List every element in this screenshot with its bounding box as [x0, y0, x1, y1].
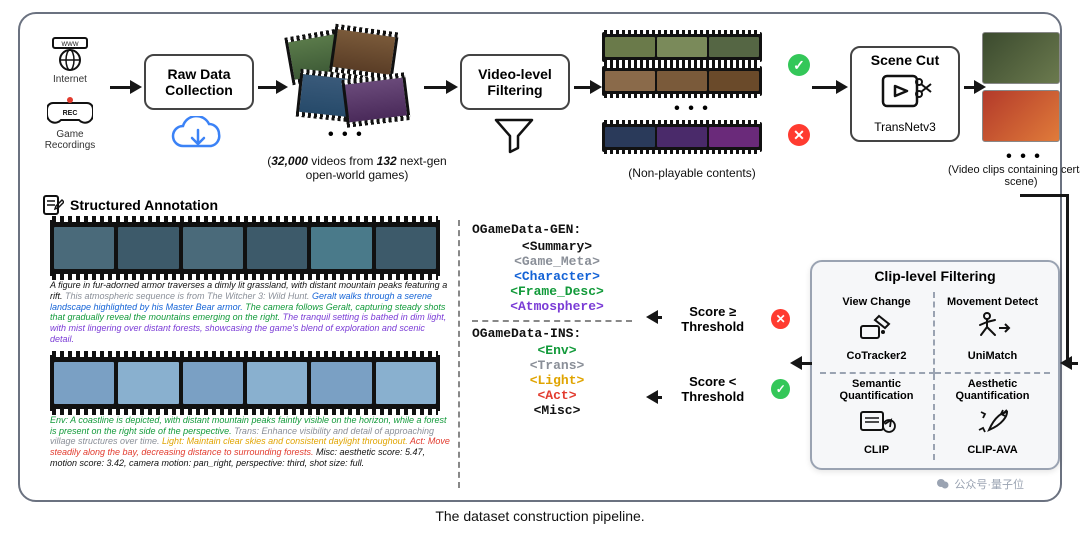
filmstrip-good-1	[602, 32, 762, 62]
clip-level-filtering-box: Clip-level Filtering View ChangeCoTracke…	[810, 260, 1060, 470]
schema-gen-header: OGameData-GEN:	[472, 222, 642, 237]
schema-column: OGameData-GEN: <Summary><Game_Meta><Char…	[472, 222, 642, 418]
gen-annotation-text: A figure in fur-adorned armor traverses …	[50, 280, 450, 345]
nonplayable-caption: (Non-playable contents)	[602, 166, 782, 180]
schema-tag: <Character>	[472, 269, 642, 284]
pipeline-frame: WWW Internet REC Game Recordings Raw Dat…	[18, 12, 1062, 502]
ins-annotation-text: Env: A coastline is depicted, with dista…	[50, 415, 450, 469]
cross-icon: ✕	[788, 124, 810, 146]
arrow-icon	[1060, 356, 1078, 370]
check-icon: ✓	[771, 379, 790, 399]
scene-cut-icon	[877, 68, 933, 116]
arrow-icon	[110, 80, 142, 94]
svg-text:REC: REC	[63, 110, 78, 117]
raw-data-collection-box: Raw Data Collection	[144, 54, 254, 110]
threshold-labels: Score ≥ Threshold ✕ Score < Threshold ✓	[660, 304, 790, 404]
ins-filmstrip	[50, 355, 440, 411]
vertical-divider	[458, 220, 460, 488]
connector	[1020, 194, 1069, 197]
raw-data-title: Raw Data Collection	[152, 66, 246, 98]
wechat-icon	[936, 477, 950, 491]
schema-tag: <Act>	[472, 388, 642, 403]
threshold-ge: Score ≥ Threshold	[660, 304, 765, 334]
filmstrip-bad	[602, 122, 762, 152]
gamepad-rec-icon: REC	[47, 93, 93, 127]
svg-text:WWW: WWW	[62, 42, 79, 48]
ellipsis: • • •	[602, 100, 782, 118]
filtered-examples: • • • ✓ ✕	[602, 32, 782, 162]
source-recordings: REC Game Recordings	[32, 93, 108, 151]
source-internet: WWW Internet	[32, 34, 108, 85]
clip-cell: Movement DetectUniMatch	[935, 292, 1050, 374]
clip-cell: Aesthetic QuantificationCLIP-AVA	[935, 374, 1050, 460]
recordings-label: Game Recordings	[45, 129, 96, 151]
clip-cell: Semantic QuantificationCLIP	[820, 374, 935, 460]
video-corpus-caption: (32,000 videos from 132 next-gen open-wo…	[262, 154, 452, 182]
arrow-icon	[812, 80, 848, 94]
clip-filter-title: Clip-level Filtering	[812, 268, 1058, 284]
arrow-icon	[790, 356, 812, 370]
arrow-icon	[574, 80, 602, 94]
schema-tag: <Game_Meta>	[472, 254, 642, 269]
clip-cell: View ChangeCoTracker2	[820, 292, 935, 374]
cross-icon: ✕	[771, 309, 790, 329]
scene-thumb-1	[982, 32, 1060, 84]
schema-tag: <Summary>	[472, 239, 642, 254]
ellipsis: • • •	[328, 126, 364, 144]
scene-cut-title: Scene Cut	[871, 52, 939, 68]
annotation-examples: A figure in fur-adorned armor traverses …	[50, 220, 450, 488]
schema-tag: <Trans>	[472, 358, 642, 373]
figure-caption: The dataset construction pipeline.	[0, 508, 1080, 524]
annotation-icon	[42, 194, 64, 216]
arrow-icon	[424, 80, 458, 94]
arrow-icon	[646, 310, 662, 324]
scene-thumbs: • • •	[982, 32, 1066, 166]
structured-annotation-label: Structured Annotation	[42, 194, 218, 216]
schema-tag: <Misc>	[472, 403, 642, 418]
internet-label: Internet	[53, 74, 87, 85]
schema-tag: <Env>	[472, 343, 642, 358]
threshold-lt: Score < Threshold	[660, 374, 765, 404]
filmstrip-good-2	[602, 66, 762, 96]
arrow-icon	[258, 80, 288, 94]
scene-thumb-2	[982, 90, 1060, 142]
arrow-icon	[646, 390, 662, 404]
vlfilter-title: Video-level Filtering	[468, 66, 562, 98]
schema-divider	[472, 320, 632, 322]
connector	[1066, 194, 1069, 362]
cloud-download-icon	[153, 116, 243, 156]
check-icon: ✓	[788, 54, 810, 76]
arrow-icon	[964, 80, 986, 94]
scene-cut-tool: TransNetv3	[874, 120, 936, 134]
video-level-filtering-box: Video-level Filtering	[460, 54, 570, 110]
schema-ins-header: OGameData-INS:	[472, 326, 642, 341]
scene-clips-caption: (Video clips containing certain scene)	[946, 164, 1080, 188]
scene-cut-box: Scene Cut TransNetv3	[850, 46, 960, 142]
funnel-icon	[492, 116, 536, 159]
internet-icon: WWW	[49, 34, 91, 72]
schema-tag: <Atmosphere>	[472, 299, 642, 314]
schema-tag: <Frame_Desc>	[472, 284, 642, 299]
video-cluster: • • •	[288, 34, 418, 144]
schema-tag: <Light>	[472, 373, 642, 388]
data-sources: WWW Internet REC Game Recordings	[32, 34, 108, 159]
watermark: 公众号·量子位	[936, 476, 1024, 492]
gen-filmstrip	[50, 220, 440, 276]
